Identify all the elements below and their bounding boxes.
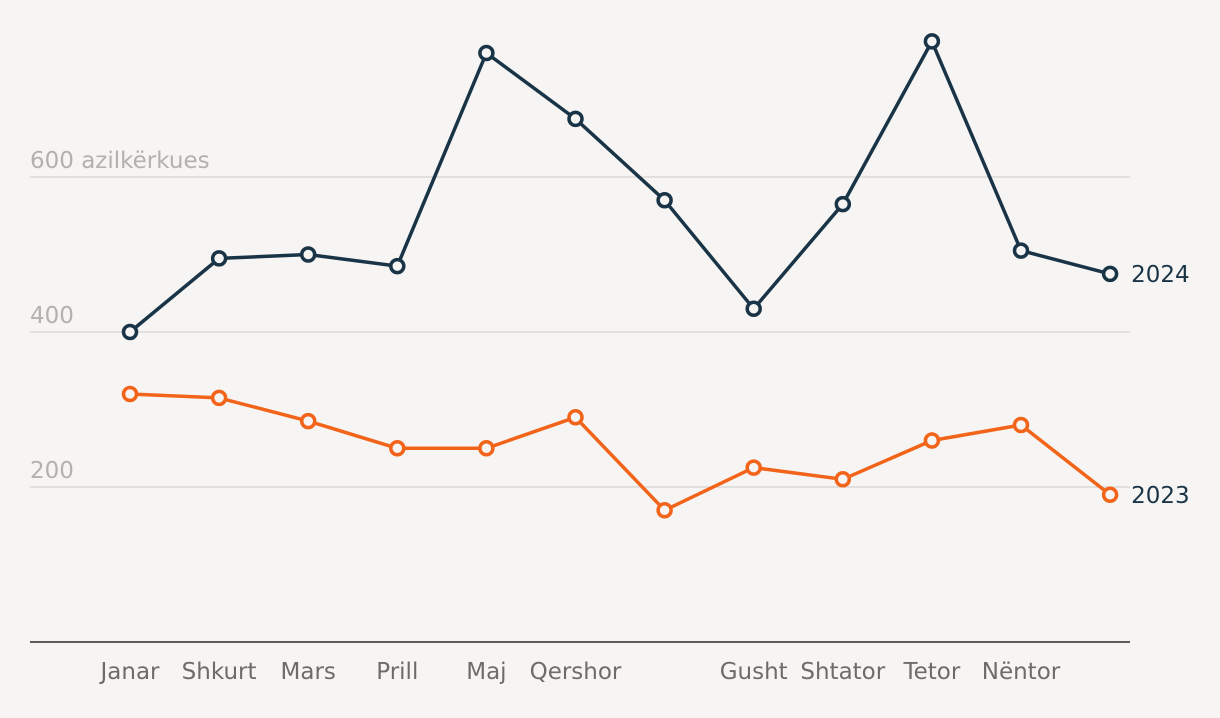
y-axis-ticks: 200 400 600 azilkërkues — [30, 148, 210, 484]
y-tick-label: 200 — [30, 458, 74, 484]
data-point-2024 — [1101, 265, 1119, 283]
data-point-2023 — [656, 502, 673, 519]
data-point-2023 — [299, 412, 317, 430]
data-point-2023 — [210, 389, 228, 407]
data-point-2023 — [1012, 416, 1030, 434]
series-label-2024: 2024 — [1131, 262, 1190, 288]
data-point-2024 — [656, 192, 673, 209]
x-axis-ticks: Janar Shkurt Mars Prill Maj Qershor Gusht Shtat… — [98, 659, 1060, 685]
series-2024 — [121, 33, 1119, 341]
data-point-2023 — [745, 459, 762, 476]
data-point-2023 — [121, 385, 139, 403]
data-point-2023 — [478, 440, 495, 457]
y-tick-label: 400 — [30, 303, 74, 329]
x-tick-label: Janar — [98, 659, 160, 685]
data-point-2024 — [834, 195, 852, 213]
x-tick-label: Qershor — [530, 659, 622, 685]
data-point-2023 — [1101, 486, 1119, 503]
x-tick-label: Nëntor — [982, 659, 1061, 685]
x-tick-label: Tetor — [902, 659, 960, 685]
data-point-2024 — [121, 323, 139, 341]
grid-lines — [30, 176, 1130, 488]
data-point-2024 — [299, 246, 317, 263]
x-tick-label: Mars — [281, 659, 336, 685]
data-point-2024 — [1012, 242, 1030, 259]
data-point-2024 — [389, 257, 406, 275]
series-2023 — [121, 385, 1119, 519]
series-label-2023: 2023 — [1131, 483, 1190, 509]
data-point-2024 — [210, 250, 228, 267]
data-point-2024 — [567, 110, 584, 128]
data-point-2023 — [389, 440, 406, 457]
x-tick-label: Shtator — [800, 659, 885, 685]
x-tick-label: Shkurt — [182, 659, 257, 685]
x-tick-label: Prill — [376, 659, 418, 685]
data-point-2024 — [745, 300, 762, 317]
series-line-2024 — [128, 39, 1112, 334]
data-point-2023 — [923, 432, 941, 449]
data-point-2024 — [478, 44, 495, 62]
data-point-2023 — [834, 471, 852, 488]
data-point-2024 — [923, 33, 941, 50]
y-tick-label: 600 azilkërkues — [30, 148, 210, 174]
x-tick-label: Gusht — [720, 659, 788, 685]
series-lines — [121, 33, 1119, 519]
x-tick-label: Maj — [466, 659, 506, 685]
series-labels: 2024 2023 — [1131, 262, 1190, 509]
series-line-2023 — [128, 392, 1112, 513]
data-point-2023 — [567, 409, 584, 426]
